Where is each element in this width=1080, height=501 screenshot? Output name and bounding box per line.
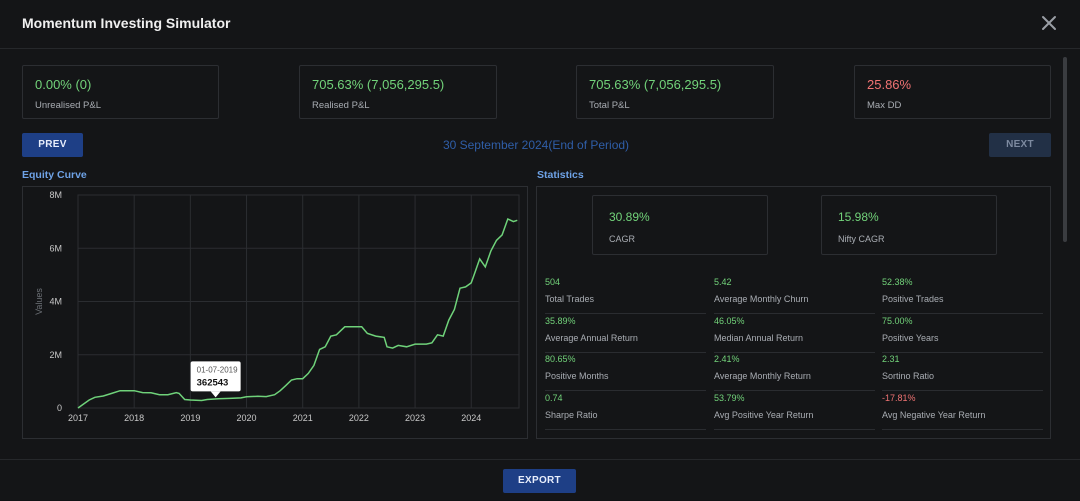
stat-cell: 75.00% Positive Years <box>882 314 1043 353</box>
stat-cell: 2.41% Average Monthly Return <box>714 352 875 391</box>
chart-tooltip: 01-07-2019 362543 <box>190 361 241 398</box>
stat-label: Nifty CAGR <box>838 234 885 244</box>
y-tick-label: 8M <box>49 190 62 200</box>
stat-label: Positive Trades <box>882 294 944 304</box>
stat-cell: 46.05% Median Annual Return <box>714 314 875 353</box>
close-icon[interactable] <box>1038 12 1060 34</box>
stat-cell: -17.81% Avg Negative Year Return <box>882 391 1043 430</box>
kpi-label: Realised P&L <box>312 100 370 111</box>
stat-label: Sortino Ratio <box>882 371 935 381</box>
x-tick-label: 2023 <box>405 413 425 423</box>
stat-cell: 504 Total Trades <box>545 275 706 314</box>
stat-value: 75.00% <box>882 315 913 326</box>
stat-label: CAGR <box>609 234 636 244</box>
equity-chart-panel: 0 2M 4M 6M 8M 2017 2018 2019 2020 2021 2022 2023 20… <box>22 186 528 439</box>
x-tick-label: 2019 <box>180 413 200 423</box>
kpi-card-realised: 705.63% (7,056,295.5) Realised P&L <box>299 65 497 119</box>
stat-cell: 35.89% Average Annual Return <box>545 314 706 353</box>
kpi-card-unrealised: 0.00% (0) Unrealised P&L <box>22 65 219 119</box>
stat-value: 52.38% <box>882 277 913 287</box>
modal-footer: EXPORT <box>0 459 1080 501</box>
x-tick-label: 2018 <box>124 413 144 423</box>
next-button[interactable]: NEXT <box>989 133 1051 157</box>
x-tick-label: 2017 <box>68 413 88 423</box>
kpi-card-max-dd: 25.86% Max DD <box>854 65 1051 119</box>
cagr-card: 30.89% CAGR <box>592 195 768 255</box>
stat-label: Positive Months <box>545 371 609 381</box>
modal-header: Momentum Investing Simulator <box>0 0 1080 49</box>
tooltip-date: 01-07-2019 <box>197 365 238 374</box>
stat-label: Avg Positive Year Return <box>714 409 814 420</box>
kpi-value: 25.86% <box>867 77 912 92</box>
modal-body: 0.00% (0) Unrealised P&L 705.63% (7,056,… <box>0 49 1080 459</box>
stat-cell: 2.31 Sortino Ratio <box>882 352 1043 391</box>
prev-button[interactable]: PREV <box>22 133 83 157</box>
stat-value: 2.31 <box>882 354 900 364</box>
stat-value: 15.98% <box>838 210 879 224</box>
stat-value: 30.89% <box>609 210 650 224</box>
stat-cell: 52.38% Positive Trades <box>882 275 1043 314</box>
stat-label: Total Trades <box>545 294 595 304</box>
x-tick-label: 2022 <box>349 413 369 423</box>
stat-value: 35.89% <box>545 315 576 326</box>
modal-title: Momentum Investing Simulator <box>22 15 231 31</box>
statistics-panel: 30.89% CAGR 15.98% Nifty CAGR 504 Total T… <box>536 186 1051 439</box>
kpi-value: 0.00% (0) <box>35 77 92 92</box>
stat-value: 53.79% <box>714 392 745 403</box>
stat-label: Avg Negative Year Return <box>882 409 986 420</box>
x-tick-label: 2021 <box>293 413 313 423</box>
stat-label: Median Annual Return <box>714 332 804 343</box>
stat-label: Average Monthly Churn <box>714 294 809 304</box>
kpi-label: Total P&L <box>589 100 630 111</box>
y-tick-label: 6M <box>49 243 62 253</box>
stat-label: Positive Years <box>882 332 939 343</box>
stat-value: 5.42 <box>714 277 732 287</box>
equity-curve-heading: Equity Curve <box>22 169 87 181</box>
kpi-value: 705.63% (7,056,295.5) <box>312 77 445 92</box>
period-date: 30 September 2024(End of Period) <box>442 138 630 152</box>
stat-cell: 0.74 Sharpe Ratio <box>545 391 706 430</box>
x-tick-label: 2024 <box>461 413 481 423</box>
nifty-cagr-card: 15.98% Nifty CAGR <box>821 195 997 255</box>
equity-line <box>77 217 518 409</box>
stat-value: -17.81% <box>882 392 916 403</box>
kpi-label: Unrealised P&L <box>35 100 102 111</box>
stat-value: 504 <box>545 277 561 287</box>
tooltip-value: 362543 <box>197 377 229 388</box>
y-axis-label: Values <box>34 288 44 315</box>
kpi-value: 705.63% (7,056,295.5) <box>589 77 722 92</box>
y-tick-label: 0 <box>57 403 62 413</box>
stat-cell: 53.79% Avg Positive Year Return <box>714 391 875 430</box>
equity-chart: 0 2M 4M 6M 8M 2017 2018 2019 2020 2021 2022 2023 20… <box>34 190 520 423</box>
kpi-card-total: 705.63% (7,056,295.5) Total P&L <box>576 65 774 119</box>
stat-cell: 80.65% Positive Months <box>545 352 706 391</box>
y-tick-label: 2M <box>49 350 62 360</box>
stat-cell: 5.42 Average Monthly Churn <box>714 275 875 314</box>
stat-value: 2.41% <box>714 354 740 364</box>
stat-label: Average Monthly Return <box>714 371 811 381</box>
y-tick-label: 4M <box>49 297 62 307</box>
stat-value: 0.74 <box>545 392 563 403</box>
stat-value: 46.05% <box>714 315 745 326</box>
scrollbar-thumb[interactable] <box>1063 57 1067 242</box>
stat-label: Sharpe Ratio <box>545 409 598 420</box>
export-button[interactable]: EXPORT <box>503 469 576 493</box>
statistics-heading: Statistics <box>537 169 584 181</box>
x-tick-label: 2020 <box>237 413 257 423</box>
stat-value: 80.65% <box>545 354 576 364</box>
stat-label: Average Annual Return <box>545 332 638 343</box>
kpi-label: Max DD <box>867 100 902 111</box>
